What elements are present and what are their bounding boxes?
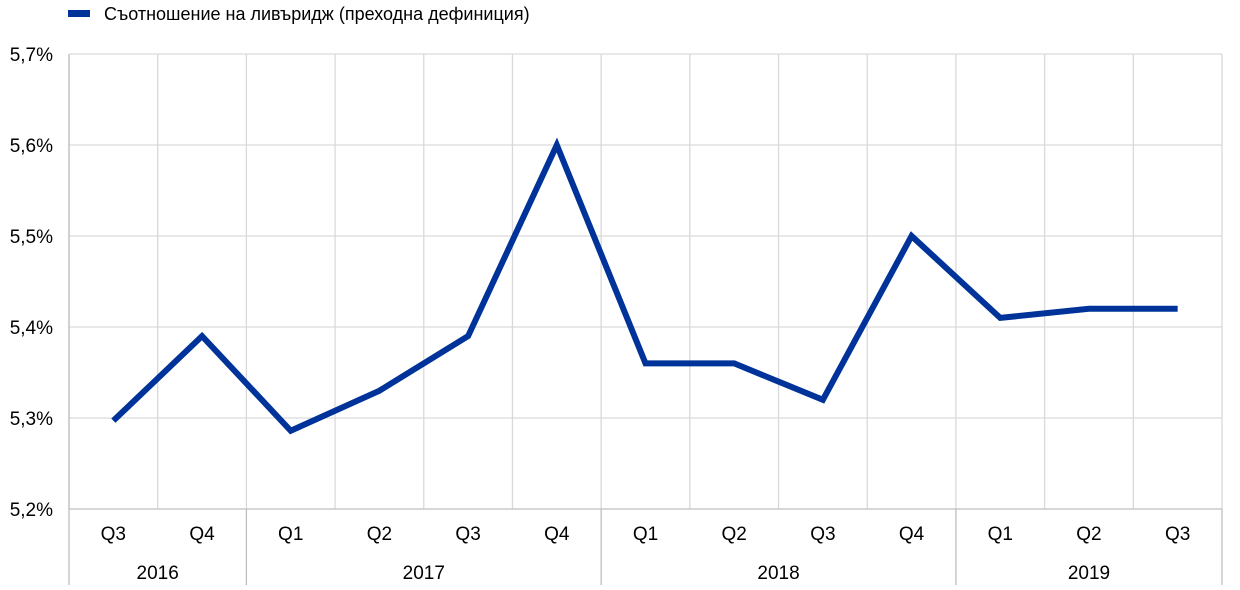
y-tick-label: 5,2% (10, 500, 53, 521)
x-tick-label: Q1 (278, 524, 303, 545)
y-tick-label: 5,3% (10, 409, 53, 430)
x-tick-label: Q2 (367, 524, 392, 545)
series-line (111, 137, 1178, 435)
data-point (820, 397, 826, 403)
legend: Съотношение на ливъридж (преходна дефини… (68, 4, 530, 24)
x-tick-label: Q3 (810, 524, 835, 545)
y-tick-label: 5,6% (10, 136, 53, 157)
x-year-label: 2017 (403, 563, 445, 584)
legend-label: Съотношение на ливъридж (преходна дефини… (104, 4, 530, 24)
x-tick-label: Q2 (722, 524, 747, 545)
x-tick-label: Q4 (189, 524, 215, 545)
x-year-label: 2016 (137, 563, 179, 584)
data-point (199, 333, 205, 339)
x-year-label: 2019 (1068, 563, 1110, 584)
data-point (465, 333, 471, 339)
data-point (1175, 306, 1181, 312)
data-point (643, 360, 649, 366)
x-tick-label: Q2 (1076, 524, 1101, 545)
data-point (731, 360, 737, 366)
x-year-label: 2018 (757, 563, 799, 584)
data-point (288, 428, 294, 434)
x-tick-label: Q4 (544, 524, 570, 545)
axis-layer: 5,2% 5,3% 5,4% 5,5% 5,6% 5,7% Q3 Q4 Q1 Q2 Q3 Q4 Q1 Q2… (10, 45, 1223, 585)
grid-layer (68, 53, 1223, 510)
y-tick-label: 5,4% (10, 318, 53, 339)
x-tick-label: Q1 (988, 524, 1013, 545)
data-point (1086, 306, 1092, 312)
x-tick-label: Q3 (101, 524, 126, 545)
x-tick-label: Q1 (633, 524, 658, 545)
data-point (997, 315, 1003, 321)
y-tick-label: 5,7% (10, 45, 53, 66)
series-layer (110, 137, 1181, 435)
x-tick-label: Q4 (899, 524, 925, 545)
data-point (110, 418, 116, 424)
data-point (376, 388, 382, 394)
data-point (909, 233, 915, 239)
data-point (554, 142, 560, 148)
legend-swatch (68, 10, 90, 17)
x-tick-label: Q3 (455, 524, 480, 545)
y-tick-label: 5,5% (10, 227, 53, 248)
x-tick-label: Q3 (1165, 524, 1190, 545)
